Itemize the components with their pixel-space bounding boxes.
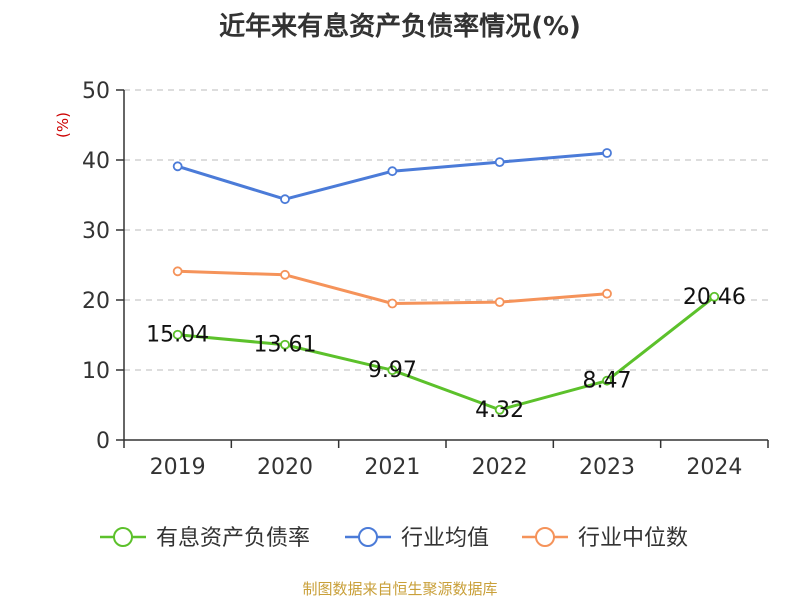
y-tick-label: 30 bbox=[82, 219, 110, 244]
data-point bbox=[172, 329, 183, 340]
axes: 0 10 20 30 40 50 (%) 2019 2020 2021 2022 2023 2024 bbox=[54, 79, 769, 480]
gridlines bbox=[124, 89, 768, 371]
data-point bbox=[280, 339, 290, 350]
data-point bbox=[280, 194, 290, 205]
data-point bbox=[602, 148, 612, 158]
y-tick-label: 10 bbox=[82, 359, 110, 384]
y-tick-label: 40 bbox=[82, 149, 110, 174]
data-label: 13.61 bbox=[254, 333, 317, 358]
y-tick-label: 20 bbox=[82, 289, 110, 314]
data-labels: 15.04 13.61 9.97 4.32 8.47 20.46 bbox=[146, 285, 746, 423]
x-tick-label: 2023 bbox=[579, 455, 635, 480]
data-point bbox=[602, 288, 612, 299]
x-tick-label: 2022 bbox=[472, 455, 528, 480]
legend-marker bbox=[113, 527, 133, 547]
legend-item[interactable]: 有息资产负债率 bbox=[100, 526, 310, 551]
data-point bbox=[387, 365, 398, 376]
series-line bbox=[177, 295, 716, 412]
legend-marker bbox=[358, 527, 378, 547]
data-label: 4.32 bbox=[475, 398, 524, 423]
legend-label: 行业均值 bbox=[401, 526, 489, 551]
data-point bbox=[602, 375, 612, 386]
x-tick-label: 2024 bbox=[686, 455, 742, 480]
data-point bbox=[494, 404, 505, 415]
source-note: 制图数据来自恒生聚源数据库 bbox=[302, 580, 498, 598]
data-point bbox=[172, 266, 183, 277]
data-point bbox=[387, 298, 398, 309]
y-tick-label: 0 bbox=[96, 429, 110, 454]
legend-marker bbox=[535, 527, 555, 547]
data-label: 15.04 bbox=[146, 323, 209, 348]
y-tick-label: 50 bbox=[82, 79, 110, 104]
x-tick-label: 2021 bbox=[364, 455, 420, 480]
legend-label: 行业中位数 bbox=[578, 526, 688, 551]
chart-title: 近年来有息资产负债率情况(%) bbox=[219, 12, 581, 42]
legend-item[interactable]: 行业均值 bbox=[345, 526, 489, 551]
legend-item[interactable]: 行业中位数 bbox=[522, 526, 688, 551]
x-tick-label: 2020 bbox=[257, 455, 313, 480]
y-axis-unit-label: (%) bbox=[54, 112, 72, 138]
data-label: 8.47 bbox=[583, 369, 632, 394]
data-point bbox=[709, 291, 720, 302]
data-label: 9.97 bbox=[368, 358, 417, 383]
legend: 有息资产负债率 行业均值 行业中位数 bbox=[100, 526, 688, 551]
x-tick-label: 2019 bbox=[150, 455, 206, 480]
data-point bbox=[494, 157, 505, 168]
series-lines bbox=[172, 148, 720, 415]
legend-label: 有息资产负债率 bbox=[156, 526, 310, 551]
data-point bbox=[387, 166, 398, 177]
data-point bbox=[280, 269, 290, 280]
data-point bbox=[172, 161, 183, 172]
data-label: 20.46 bbox=[683, 285, 746, 310]
data-point bbox=[494, 297, 505, 308]
